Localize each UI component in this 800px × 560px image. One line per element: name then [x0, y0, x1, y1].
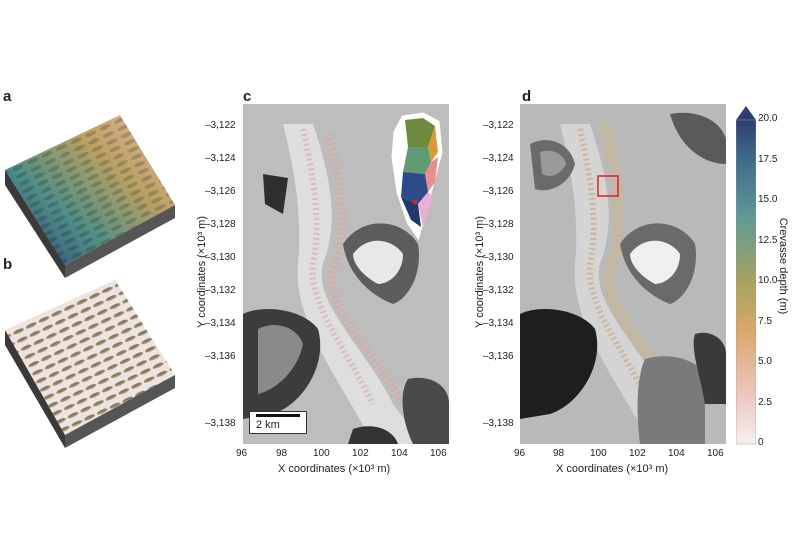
x-tick-c-3: 102	[352, 448, 369, 459]
colorbar-tick-0: 20.0	[758, 113, 778, 124]
y-tick-c-1: –3,124	[205, 153, 236, 164]
y-tick-d-3: –3,128	[483, 219, 514, 230]
panel-label-d: d	[522, 88, 532, 105]
x-axis-title-c: X coordinates (×10³ m)	[278, 463, 391, 475]
y-tick-c-6: –3,134	[205, 318, 236, 329]
scalebar-label: 2 km	[256, 419, 280, 431]
x-tick-c-2: 100	[313, 448, 330, 459]
colorbar-tick-3: 12.5	[758, 235, 778, 246]
x-tick-c-1: 98	[276, 448, 288, 459]
colorbar-tick-1: 17.5	[758, 154, 778, 165]
y-tick-c-3: –3,128	[205, 219, 236, 230]
y-tick-d-2: –3,126	[483, 186, 514, 197]
colorbar-tick-5: 7.5	[758, 316, 772, 327]
colorbar-tick-7: 2.5	[758, 397, 772, 408]
x-tick-d-2: 100	[590, 448, 607, 459]
y-tick-d-7: –3,136	[483, 351, 514, 362]
y-tick-c-0: –3,122	[205, 120, 236, 131]
scalebar: 2 km	[249, 411, 307, 434]
x-tick-d-0: 96	[514, 448, 526, 459]
highlight-box	[597, 175, 619, 197]
y-tick-c-4: –3,130	[205, 252, 236, 263]
colorbar-tick-2: 15.0	[758, 194, 778, 205]
colorbar	[736, 106, 756, 445]
x-axis-title-d: X coordinates (×10³ m)	[556, 463, 669, 475]
panel-label-b: b	[3, 256, 13, 273]
y-tick-c-8: –3,138	[205, 418, 236, 429]
y-tick-d-6: –3,134	[483, 318, 514, 329]
y-tick-c-5: –3,132	[205, 285, 236, 296]
colorbar-tick-8: 0	[758, 437, 764, 448]
colorbar-tick-4: 10.0	[758, 275, 778, 286]
x-tick-d-1: 98	[553, 448, 565, 459]
y-tick-d-4: –3,130	[483, 252, 514, 263]
greenland-inset-map	[391, 112, 443, 241]
y-axis-title-d: Y coordinates (×10³ m)	[474, 216, 486, 328]
map-panel-d	[520, 104, 726, 444]
y-tick-d-8: –3,138	[483, 418, 514, 429]
y-tick-d-5: –3,132	[483, 285, 514, 296]
y-axis-title-c: Y coordinates (×10³ m)	[196, 216, 208, 328]
x-tick-d-4: 104	[668, 448, 685, 459]
colorbar-title: Crevasse depth (m)	[777, 217, 789, 315]
x-tick-c-0: 96	[236, 448, 248, 459]
y-tick-c-7: –3,136	[205, 351, 236, 362]
y-tick-d-0: –3,122	[483, 120, 514, 131]
terrain-block-b	[5, 280, 175, 448]
terrain-block-a	[5, 115, 175, 278]
x-tick-c-5: 106	[430, 448, 447, 459]
y-tick-d-1: –3,124	[483, 153, 514, 164]
map-panel-c	[243, 104, 449, 444]
x-tick-c-4: 104	[391, 448, 408, 459]
panel-label-a: a	[3, 88, 12, 105]
colorbar-tick-6: 5.0	[758, 356, 772, 367]
x-tick-d-3: 102	[629, 448, 646, 459]
x-tick-d-5: 106	[707, 448, 724, 459]
panel-label-c: c	[243, 88, 252, 105]
y-tick-c-2: –3,126	[205, 186, 236, 197]
scalebar-bar	[256, 414, 300, 417]
